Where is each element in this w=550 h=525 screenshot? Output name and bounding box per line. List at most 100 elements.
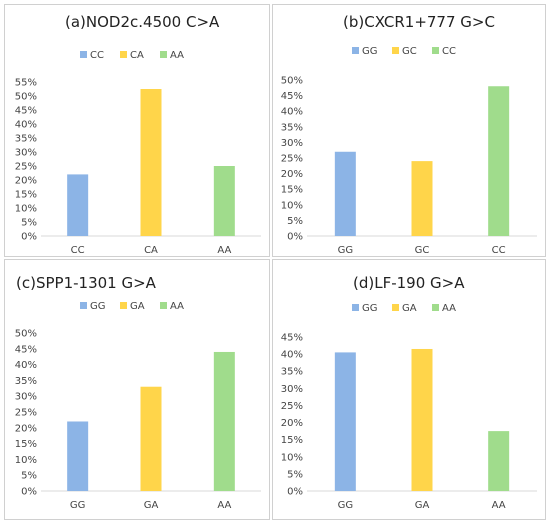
y-tick-label: 50% [15,329,37,340]
x-category-label: GA [144,500,159,511]
legend-label: GG [362,46,378,57]
chart-panel-a: (a)NOD2c.4500 C>A CC CA AA 0% 5% 10% 15% 20% 25% 3… [4,4,270,257]
bar-gg [67,421,89,491]
y-tick-label: 20% [15,176,37,187]
bar-ga [140,386,162,491]
y-tick-label: 10% [15,204,37,215]
y-tick-label: 5% [287,469,303,480]
y-tick-label: 15% [281,435,303,446]
chart-panel-b: (b)CXCR1+777 G>C GG GC CC 0% 5% 10% 15% 20% 25% 30… [272,4,546,257]
y-tick-label: 25% [15,408,37,419]
legend-swatch [120,51,127,58]
y-tick-label: 15% [15,439,37,450]
legend-label: GC [402,46,417,57]
y-tick-label: 55% [15,78,37,89]
x-category-label: CC [492,245,506,256]
legend-swatch [352,47,359,54]
legend-label: AA [442,303,456,314]
legend-swatch [392,304,399,311]
y-tick-label: 20% [281,418,303,429]
legend-swatch [352,304,359,311]
y-tick-label: 35% [15,376,37,387]
chart-title: (a)NOD2c.4500 C>A [65,13,220,31]
y-tick-label: 45% [281,333,303,344]
y-tick-label: 25% [281,401,303,412]
x-category-label: CC [71,245,85,256]
bar-cc [67,174,89,236]
y-tick-label: 30% [15,148,37,159]
legend-label: GA [130,301,145,312]
x-category-label: GA [415,500,430,511]
legend-swatch [120,302,127,309]
legend-swatch [432,304,439,311]
chart-panel-d: (d)LF-190 G>A GG GA AA 0% 5% 10% 15% 20% 25% 30% 35… [272,259,546,520]
bar-gc [411,161,433,236]
chart-d: (d)LF-190 G>A GG GA AA 0% 5% 10% 15% 20% 25% 30% 35… [281,274,537,511]
bar-gg [334,352,356,491]
bar-ca [140,89,162,236]
x-category-label: CA [144,245,158,256]
y-tick-label: 10% [281,200,303,211]
y-tick-label: 40% [15,120,37,131]
chart-b: (b)CXCR1+777 G>C GG GC CC 0% 5% 10% 15% 20% 25% 30… [281,13,537,256]
y-tick-label: 20% [281,169,303,180]
x-category-label: AA [492,500,506,511]
y-tick-label: 40% [281,350,303,361]
legend-label: AA [170,301,184,312]
y-tick-label: 15% [281,185,303,196]
legend-swatch [160,302,167,309]
y-tick-label: 30% [281,384,303,395]
y-tick-label: 10% [15,455,37,466]
y-tick-label: 30% [15,392,37,403]
bar-aa [488,431,510,491]
y-tick-label: 50% [281,76,303,87]
y-tick-label: 40% [281,107,303,118]
y-tick-label: 10% [281,452,303,463]
legend-label: CC [90,50,104,61]
legend-swatch [392,47,399,54]
x-category-label: AA [217,500,231,511]
legend-swatch [80,51,87,58]
bar-gg [334,151,356,236]
bar-cc [488,86,510,237]
legend-swatch [80,302,87,309]
y-tick-label: 25% [281,154,303,165]
y-tick-label: 50% [15,92,37,103]
y-tick-label: 35% [281,122,303,133]
x-category-label: GG [338,245,354,256]
y-tick-label: 30% [281,138,303,149]
x-category-label: AA [217,245,231,256]
y-tick-label: 35% [281,367,303,378]
y-tick-label: 0% [287,487,303,498]
y-tick-label: 15% [15,190,37,201]
x-category-label: GG [338,500,354,511]
legend-label: CC [442,46,456,57]
y-tick-label: 0% [21,487,37,498]
bar-ga [411,348,433,491]
chart-a: (a)NOD2c.4500 C>A CC CA AA 0% 5% 10% 15% 20% 25% 3… [15,13,261,256]
y-tick-label: 5% [21,218,37,229]
y-tick-label: 45% [281,91,303,102]
bar-aa [213,166,235,236]
chart-title: (c)SPP1-1301 G>A [16,274,157,292]
chart-panel-c: (c)SPP1-1301 G>A GG GA AA 0% 5% 10% 15% 20% 25% 30… [4,259,270,520]
y-tick-label: 20% [15,423,37,434]
y-tick-label: 25% [15,162,37,173]
legend-swatch [432,47,439,54]
y-tick-label: 5% [287,216,303,227]
bar-aa [213,351,235,491]
chart-title: (b)CXCR1+777 G>C [343,13,495,31]
y-tick-label: 0% [21,232,37,243]
y-tick-label: 45% [15,344,37,355]
legend-label: GG [90,301,106,312]
legend-swatch [160,51,167,58]
legend-label: AA [170,50,184,61]
x-category-label: GG [70,500,86,511]
chart-title: (d)LF-190 G>A [353,274,465,292]
y-tick-label: 40% [15,360,37,371]
y-tick-label: 45% [15,106,37,117]
y-tick-label: 0% [287,232,303,243]
legend-label: GG [362,303,378,314]
y-tick-label: 5% [21,471,37,482]
legend-label: CA [130,50,144,61]
